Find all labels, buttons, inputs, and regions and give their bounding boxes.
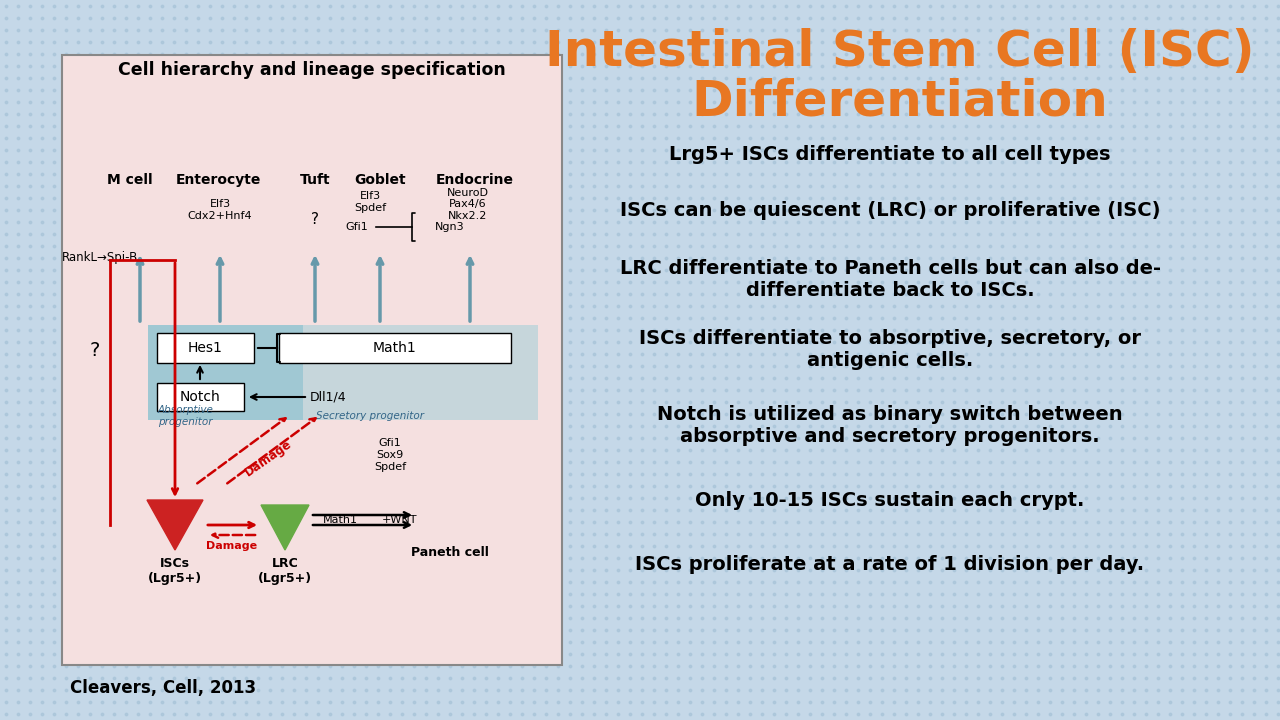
Text: LRC differentiate to Paneth cells but can also de-
differentiate back to ISCs.: LRC differentiate to Paneth cells but ca… <box>620 259 1161 300</box>
Text: Enterocyte: Enterocyte <box>175 173 261 187</box>
FancyBboxPatch shape <box>148 325 303 420</box>
Text: Endocrine: Endocrine <box>436 173 515 187</box>
FancyBboxPatch shape <box>157 383 244 411</box>
Text: Secretory progenitor: Secretory progenitor <box>316 411 424 421</box>
Text: Notch is utilized as binary switch between
absorptive and secretory progenitors.: Notch is utilized as binary switch betwe… <box>657 405 1123 446</box>
Text: Math1: Math1 <box>374 341 417 355</box>
Text: ISCs proliferate at a rate of 1 division per day.: ISCs proliferate at a rate of 1 division… <box>635 556 1144 575</box>
Text: ISCs
(Lgr5+): ISCs (Lgr5+) <box>148 557 202 585</box>
FancyBboxPatch shape <box>157 333 253 363</box>
Text: Intestinal Stem Cell (ISC): Intestinal Stem Cell (ISC) <box>545 28 1254 76</box>
Polygon shape <box>261 505 308 550</box>
Text: Elf3
Spdef: Elf3 Spdef <box>355 192 387 213</box>
Text: Hes1: Hes1 <box>188 341 223 355</box>
Text: M cell: M cell <box>108 173 152 187</box>
Text: Damage: Damage <box>242 437 294 479</box>
Text: ISCs differentiate to absorptive, secretory, or
antigenic cells.: ISCs differentiate to absorptive, secret… <box>639 330 1140 371</box>
Text: Notch: Notch <box>179 390 220 404</box>
Text: Tuft: Tuft <box>300 173 330 187</box>
FancyBboxPatch shape <box>148 325 538 420</box>
Text: ?: ? <box>90 341 100 359</box>
Polygon shape <box>147 500 204 550</box>
Text: Absorptive
progenitor: Absorptive progenitor <box>157 405 212 427</box>
Text: NeuroD: NeuroD <box>447 188 489 198</box>
Text: Math1: Math1 <box>323 515 357 525</box>
Text: Paneth cell: Paneth cell <box>411 546 489 559</box>
FancyBboxPatch shape <box>279 333 511 363</box>
Text: Differentiation: Differentiation <box>691 78 1108 126</box>
Text: +WNT: +WNT <box>383 515 417 525</box>
Text: Ngn3: Ngn3 <box>435 222 465 232</box>
Text: LRC
(Lgr5+): LRC (Lgr5+) <box>259 557 312 585</box>
Text: Cell hierarchy and lineage specification: Cell hierarchy and lineage specification <box>118 61 506 79</box>
Text: Goblet: Goblet <box>355 173 406 187</box>
Text: Cleavers, Cell, 2013: Cleavers, Cell, 2013 <box>70 679 256 697</box>
Text: Lrg5+ ISCs differentiate to all cell types: Lrg5+ ISCs differentiate to all cell typ… <box>669 145 1111 164</box>
Text: RankL→Spi-B: RankL→Spi-B <box>61 251 138 264</box>
Text: Pax4/6
Nkx2.2: Pax4/6 Nkx2.2 <box>448 199 488 221</box>
Text: Dll1/4: Dll1/4 <box>310 390 347 403</box>
Text: Damage: Damage <box>206 541 257 551</box>
Text: ISCs can be quiescent (LRC) or proliferative (ISC): ISCs can be quiescent (LRC) or prolifera… <box>620 200 1160 220</box>
Text: Only 10-15 ISCs sustain each crypt.: Only 10-15 ISCs sustain each crypt. <box>695 490 1084 510</box>
Text: Elf3
Cdx2+Hnf4: Elf3 Cdx2+Hnf4 <box>188 199 252 221</box>
Text: ?: ? <box>311 212 319 228</box>
Text: Gfi1
Sox9
Spdef: Gfi1 Sox9 Spdef <box>374 438 406 472</box>
FancyBboxPatch shape <box>61 55 562 665</box>
Text: Gfi1: Gfi1 <box>346 222 369 232</box>
